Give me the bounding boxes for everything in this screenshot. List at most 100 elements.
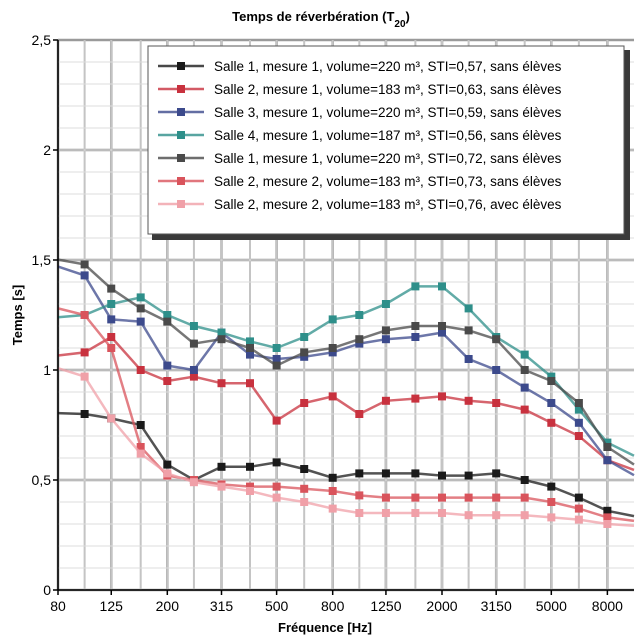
data-point [464, 396, 473, 405]
data-point [520, 493, 529, 502]
x-tick-label: 1250 [370, 598, 401, 614]
data-point [272, 361, 281, 370]
legend-item: Salle 2, mesure 2, volume=183 m³, STI=0,… [158, 197, 562, 212]
legend-marker [177, 177, 185, 185]
data-point [574, 493, 583, 502]
data-point [603, 438, 612, 447]
data-point [547, 377, 556, 385]
data-point [464, 493, 473, 502]
x-tick-label: 200 [156, 598, 180, 614]
data-point [355, 469, 364, 478]
data-point [603, 520, 612, 528]
y-tick-label: 1 [43, 362, 51, 378]
data-point [547, 513, 556, 522]
legend-label: Salle 4, mesure 1, volume=187 m³, STI=0,… [214, 128, 562, 143]
legend: Salle 1, mesure 1, volume=220 m³, STI=0,… [147, 45, 630, 240]
data-point [520, 366, 529, 374]
legend-label: Salle 1, mesure 1, volume=220 m³, STI=0,… [214, 59, 562, 74]
legend-label: Salle 2, mesure 1, volume=183 m³, STI=0,… [214, 82, 562, 97]
data-point [300, 348, 309, 357]
data-point [163, 361, 172, 370]
data-point [381, 493, 390, 502]
series-line [57, 367, 635, 528]
data-point [136, 421, 145, 429]
data-point [189, 478, 198, 487]
data-point [464, 326, 473, 335]
y-tick-labels: 0 0,5 1 1,5 2 2,5 [32, 32, 58, 598]
data-point [381, 335, 390, 344]
data-point [272, 355, 281, 363]
y-tick-label: 2,5 [32, 32, 52, 48]
data-point [464, 471, 473, 480]
data-point [355, 339, 364, 348]
series-layer [57, 258, 635, 528]
data-point [163, 460, 172, 469]
data-point [272, 493, 281, 502]
series-line [57, 411, 635, 518]
data-point [381, 509, 390, 517]
y-tick-label: 0 [43, 582, 51, 598]
data-point [189, 366, 198, 374]
legend-label: Salle 3, mesure 1, volume=220 m³, STI=0,… [214, 105, 562, 120]
data-point [381, 300, 390, 308]
data-point [217, 335, 226, 344]
y-tick-label: 1,5 [32, 252, 52, 268]
data-point [107, 284, 116, 293]
data-point [328, 504, 337, 513]
data-point [520, 511, 529, 520]
data-point [438, 493, 446, 502]
x-tick-label: 8000 [592, 598, 623, 614]
data-point [547, 482, 556, 491]
data-point [464, 304, 473, 313]
data-point [411, 509, 420, 517]
data-point [574, 405, 583, 414]
data-point [272, 344, 281, 352]
data-point [189, 339, 198, 348]
legend-box [147, 45, 625, 235]
legend-marker [177, 85, 185, 93]
data-point [574, 515, 583, 524]
series-line [57, 265, 635, 477]
data-point [355, 410, 364, 418]
data-point [355, 335, 364, 344]
x-tick-label: 125 [100, 598, 124, 614]
x-tick-labels: 80 125 200 315 500 800 1250 2000 3150 5000 8000 [50, 590, 623, 614]
legend-marker [177, 131, 185, 139]
series-7 [57, 367, 635, 528]
data-point [492, 366, 501, 374]
data-point [355, 311, 364, 319]
legend-marker [177, 62, 185, 70]
x-tick-label: 500 [265, 598, 289, 614]
data-point [80, 311, 89, 319]
data-point [438, 328, 446, 337]
data-point [520, 476, 529, 484]
data-point [547, 418, 556, 427]
data-point [492, 469, 501, 478]
legend-marker [177, 200, 185, 208]
x-tick-label: 2000 [426, 598, 457, 614]
data-point [328, 348, 337, 357]
data-point [464, 511, 473, 520]
data-point [574, 399, 583, 407]
data-point [300, 484, 309, 493]
data-point [381, 326, 390, 335]
series-3 [57, 265, 635, 477]
data-point [603, 513, 612, 522]
data-point [411, 469, 420, 478]
data-point [355, 509, 364, 517]
data-point [300, 465, 309, 473]
data-point [246, 350, 254, 359]
data-point [80, 348, 89, 357]
data-point [381, 469, 390, 478]
data-point [163, 317, 172, 326]
data-point [246, 487, 254, 495]
data-point [411, 493, 420, 502]
data-point [136, 449, 145, 458]
data-point [80, 260, 89, 269]
data-point [411, 394, 420, 403]
legend-item: Salle 1, mesure 1, volume=220 m³, STI=0,… [158, 151, 562, 166]
data-point [574, 504, 583, 513]
series-5 [57, 258, 635, 466]
data-point [246, 379, 254, 388]
legend-item: Salle 1, mesure 1, volume=220 m³, STI=0,… [158, 59, 562, 74]
